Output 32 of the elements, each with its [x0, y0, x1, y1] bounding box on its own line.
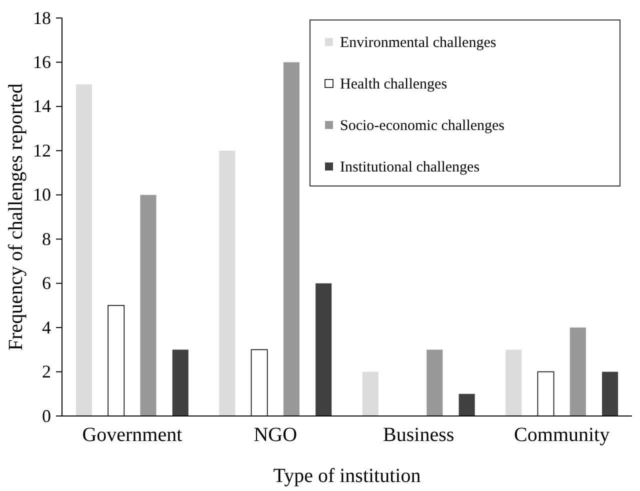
bar [570, 328, 586, 416]
y-tick-label: 10 [33, 184, 51, 205]
legend-label: Socio-economic challenges [340, 118, 505, 134]
bar [458, 394, 475, 416]
y-tick-label: 12 [33, 140, 51, 160]
bar [219, 150, 236, 416]
y-tick-label: 16 [33, 52, 51, 72]
x-tick-label: Community [514, 424, 610, 446]
y-tick-label: 2 [42, 362, 51, 382]
x-tick-label: Government [82, 424, 183, 446]
legend-label: Health challenges [340, 76, 448, 92]
bar [426, 350, 443, 416]
bar [362, 372, 378, 416]
legend-label: Institutional challenges [340, 160, 480, 176]
y-tick-label: 0 [42, 406, 51, 426]
legend-label: Environmental challenges [340, 35, 496, 51]
x-axis-title: Type of institution [273, 465, 421, 487]
y-tick-label: 14 [33, 96, 51, 116]
y-tick-label: 18 [33, 8, 51, 28]
bar [140, 194, 156, 416]
y-tick-label: 4 [42, 317, 51, 338]
y-axis-title: Frequency of challenges reported [5, 83, 27, 351]
bar [172, 350, 188, 416]
bar [316, 283, 332, 416]
bar [602, 372, 618, 416]
bar [76, 84, 92, 416]
x-tick-label: NGO [254, 424, 298, 446]
bar [283, 62, 300, 416]
bar [506, 350, 522, 416]
y-tick-label: 8 [42, 228, 51, 249]
y-tick-label: 6 [42, 273, 51, 294]
x-tick-label: Business [383, 424, 454, 446]
